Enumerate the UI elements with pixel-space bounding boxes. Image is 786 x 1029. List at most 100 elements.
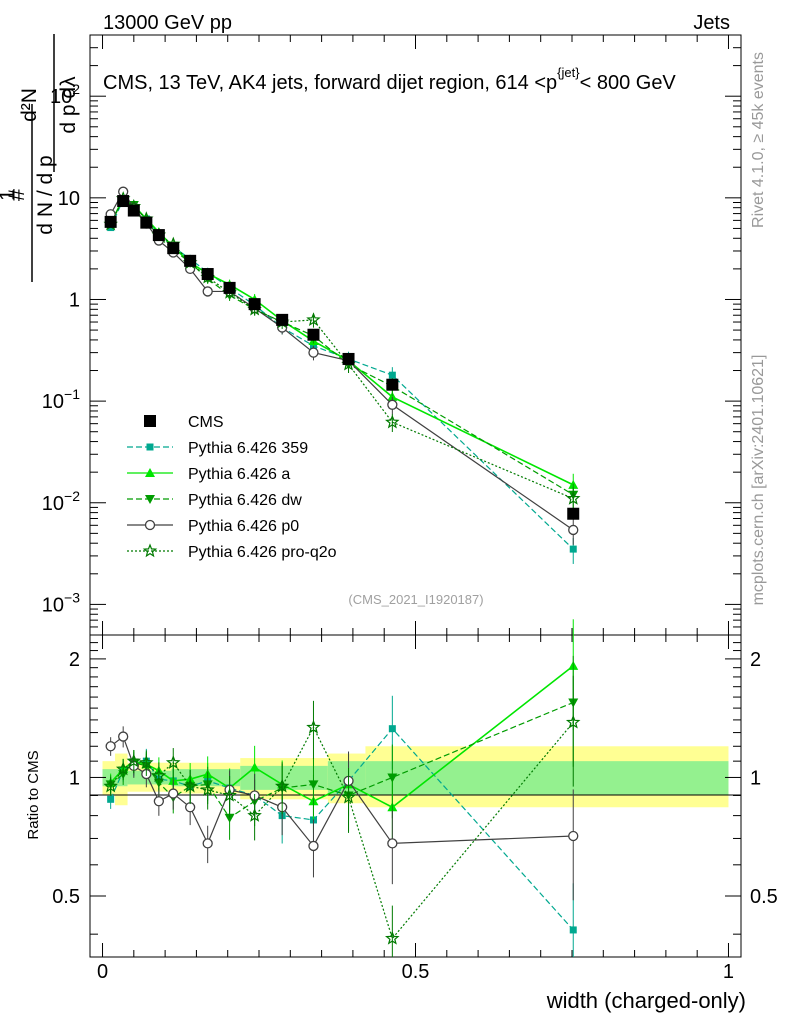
data-point: [249, 762, 260, 772]
legend-label: Pythia 6.426 a: [188, 466, 290, 483]
data-point: [103, 778, 118, 793]
data-point: [274, 778, 290, 793]
data-point: [388, 371, 396, 379]
data-point: [308, 780, 319, 790]
data-point: [139, 755, 154, 769]
ratio-tick-label-right: 0.5: [750, 886, 778, 908]
ratio-tick-label-right: 1: [750, 767, 761, 789]
series-pythia-6-426-359: [107, 196, 577, 957]
series-line: [109, 197, 574, 486]
data-point: [152, 229, 165, 242]
data-point: [117, 195, 130, 208]
data-point: [184, 254, 197, 267]
x-tick-label: 0: [97, 961, 108, 983]
data-point: [144, 415, 156, 427]
data-point: [308, 347, 319, 358]
legend-label: Pythia 6.426 pro-q2o: [188, 544, 337, 561]
data-point: [145, 468, 155, 477]
data-point: [276, 313, 289, 326]
legend-entry: Pythia 6.426 dw: [127, 492, 302, 509]
y-tick-label: 10: [58, 188, 80, 210]
legend-entry: Pythia 6.426 a: [127, 466, 290, 483]
x-tick-label: 0.5: [402, 961, 430, 983]
data-point: [118, 731, 129, 742]
data-point: [146, 443, 154, 451]
data-point: [222, 787, 237, 802]
data-point: [388, 725, 396, 733]
data-point: [568, 524, 579, 536]
data-point: [568, 830, 579, 842]
data-point: [202, 838, 213, 849]
data-point: [185, 802, 196, 813]
data-point: [306, 312, 321, 327]
data-point: [127, 204, 140, 217]
data-point: [224, 813, 235, 823]
data-point: [385, 930, 400, 945]
series-cms: [104, 195, 580, 520]
ratio-tick-label: 2: [69, 649, 80, 671]
data-point: [342, 352, 355, 365]
data-point: [153, 796, 165, 807]
data-point: [387, 399, 398, 410]
data-point: [247, 807, 262, 822]
data-series: [103, 186, 581, 957]
data-point: [167, 242, 180, 255]
mcplots-reference: mcplots.cern.ch [arXiv:2401.10621]: [750, 355, 767, 606]
data-point: [308, 840, 319, 852]
ratio-tick-label: 0.5: [52, 886, 80, 908]
data-point: [107, 795, 115, 803]
data-point: [200, 782, 215, 797]
legend: CMS Pythia 6.426 359 Pythia 6.426 a Pythia …: [127, 414, 337, 561]
legend-label: CMS: [188, 414, 224, 431]
series-line: [110, 190, 574, 531]
legend-entry: Pythia 6.426 359: [127, 440, 308, 457]
data-point: [126, 753, 142, 768]
ratio-tick-label-right: 2: [750, 649, 761, 671]
data-point: [306, 719, 321, 734]
series-pythia-6-426-dw: [105, 195, 579, 840]
ratio-y-label: Ratio to CMS: [25, 750, 42, 839]
series-pythia-6-426-pro-q2o: [103, 191, 581, 957]
y-tick-label: 1: [69, 289, 80, 311]
data-point: [105, 741, 116, 752]
legend-label: Pythia 6.426 p0: [188, 518, 299, 535]
data-point: [115, 761, 131, 776]
data-point: [165, 755, 181, 769]
y-tick-label: 102: [50, 81, 80, 108]
data-point: [565, 490, 581, 505]
x-tick-label: 1: [723, 961, 734, 983]
svg-text:d²N: d²N: [18, 88, 41, 122]
data-point: [168, 788, 179, 799]
data-point: [142, 543, 158, 558]
data-point: [385, 414, 400, 429]
svg-text:1: 1: [0, 189, 19, 201]
legend-entry: Pythia 6.426 pro-q2o: [127, 543, 337, 561]
data-point: [151, 768, 167, 782]
data-point: [565, 714, 581, 729]
data-point: [201, 268, 214, 281]
legend-label: Pythia 6.426 dw: [188, 492, 302, 509]
rivet-version-label: Rivet 4.1.0, ≥ 45k events: [750, 52, 767, 228]
legend-entry: CMS: [144, 414, 224, 431]
analysis-id-label: (CMS_2021_I1920187): [348, 592, 483, 607]
plot-title: CMS, 13 TeV, AK4 jets, forward dijet reg…: [103, 65, 676, 94]
axis-ticks: 0 0.5 1 10−3 10−2 10−1 1 10 102 0.5 0.5 1 1 2 2: [42, 34, 778, 983]
series-line: [110, 198, 574, 496]
data-point: [387, 838, 398, 849]
data-point: [144, 519, 156, 531]
data-point: [182, 778, 198, 793]
data-point: [307, 328, 320, 341]
data-point: [223, 281, 236, 294]
data-point: [386, 378, 399, 391]
x-axis-label: width (charged-only): [546, 988, 746, 1013]
ratio-tick-label: 1: [69, 767, 80, 789]
data-point: [387, 391, 398, 401]
data-point: [145, 495, 155, 504]
data-point: [202, 286, 213, 297]
beam-label: 13000 GeV pp: [103, 12, 232, 34]
data-point: [104, 215, 117, 228]
analysis-type-label: Jets: [693, 12, 730, 34]
svg-text:d N / d p: d N / d p: [34, 155, 57, 234]
legend-label: Pythia 6.426 359: [188, 440, 308, 457]
